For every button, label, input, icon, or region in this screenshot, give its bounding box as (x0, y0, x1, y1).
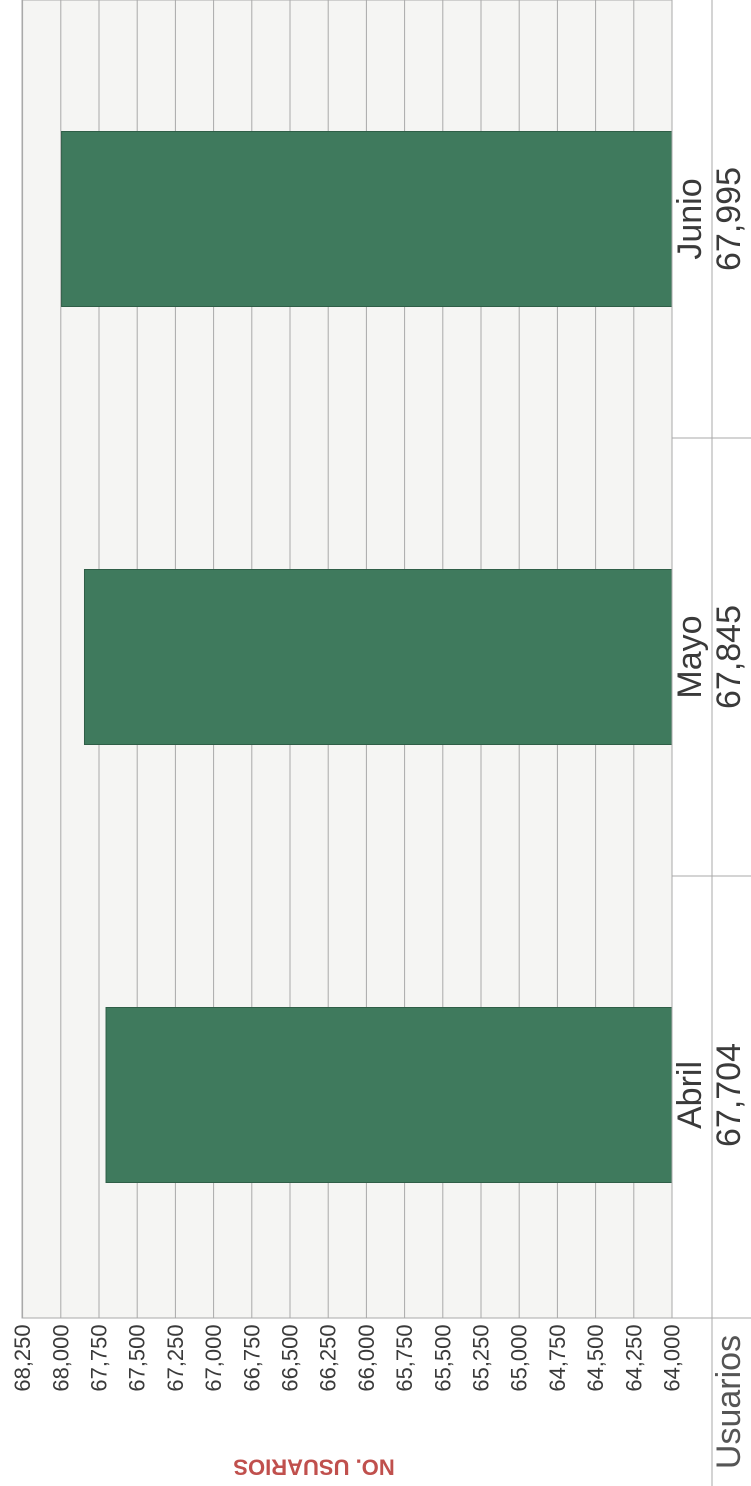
category-label: Junio (671, 178, 709, 259)
y-tick-label: 68,000 (48, 1324, 73, 1391)
y-tick-label: 66,500 (278, 1324, 303, 1391)
y-tick-label: 66,250 (316, 1324, 341, 1391)
y-tick-label: 67,500 (125, 1324, 150, 1391)
plot-area (21, 0, 673, 1319)
category-label: Abril (671, 1061, 709, 1129)
bar-mayo (83, 569, 673, 745)
data-table (671, 0, 751, 1486)
y-tick-label: 64,250 (621, 1324, 646, 1391)
bar-abril (105, 1007, 673, 1183)
chart-labels: Abril 67,704 Mayo 67,845 Junio 67,995 Usuarios… (10, 167, 748, 1480)
axis-title: NO. USUARIOS (233, 1455, 394, 1480)
category-label: Mayo (671, 615, 709, 698)
y-tick-label: 67,000 (201, 1324, 226, 1391)
bar-junio (61, 131, 673, 307)
y-tick-label: 67,250 (163, 1324, 188, 1391)
y-tick-label: 64,500 (583, 1324, 608, 1391)
data-label: 67,845 (710, 605, 748, 709)
y-tick-label: 67,750 (87, 1324, 112, 1391)
y-tick-label: 64,750 (545, 1324, 570, 1391)
data-label: 67,704 (710, 1043, 748, 1147)
y-tick-label: 66,750 (239, 1324, 264, 1391)
y-tick-label: 65,750 (392, 1324, 417, 1391)
y-tick-label: 65,500 (430, 1324, 455, 1391)
y-tick-label: 66,000 (354, 1324, 379, 1391)
y-tick-label: 64,000 (660, 1324, 685, 1391)
y-tick-label: 65,000 (507, 1324, 532, 1391)
y-tick-label: 65,250 (469, 1324, 494, 1391)
y-tick-label: 68,250 (10, 1324, 35, 1391)
series-label: Usuarios (710, 1335, 748, 1469)
data-label: 67,995 (710, 167, 748, 271)
